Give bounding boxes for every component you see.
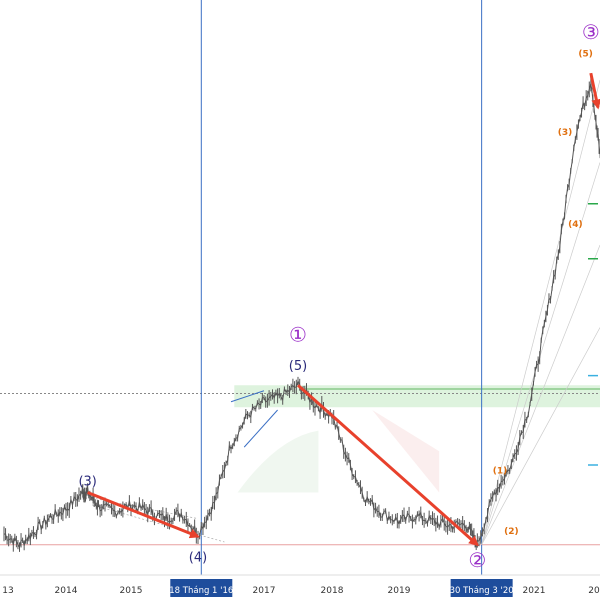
blue-trendline-upper	[230, 390, 265, 403]
cloud-area	[237, 430, 319, 493]
x-tick-label: 2019	[388, 586, 411, 596]
wave-label-11: (5)	[578, 50, 593, 60]
blue-trendline-lower	[243, 409, 278, 448]
price-series	[3, 83, 600, 549]
x-tick-label: 13	[2, 586, 13, 596]
x-tick-label: 2018	[321, 586, 344, 596]
x-tick-label: 2014	[55, 586, 78, 596]
cloud-area-red	[372, 410, 440, 493]
wave-label-9: (3)	[558, 128, 573, 138]
wave-label-5: ②	[468, 548, 486, 572]
wave-label-6: ③	[582, 20, 600, 44]
x-tick-label: 2021	[523, 586, 546, 596]
date-badge-label-2: 30 Tháng 3 '20	[450, 586, 514, 596]
wave-label-10: (4)	[568, 220, 583, 230]
fan-line-1	[481, 327, 600, 545]
wave-label-2: (4)	[189, 550, 207, 565]
trend-arrow-1	[87, 491, 200, 539]
fan-line-2	[481, 244, 600, 545]
date-badge-2	[450, 579, 513, 597]
x-tick-label: 2015	[120, 586, 143, 596]
trend-arrow-3	[589, 72, 600, 110]
supply-zone	[234, 385, 600, 408]
wave-label-8: (2)	[504, 527, 519, 537]
x-tick-label: 2017	[253, 586, 276, 596]
wave-label-1: (3)	[78, 475, 96, 490]
fan-line-4	[481, 79, 600, 545]
date-badge-label-1: 18 Tháng 1 '16	[169, 586, 233, 596]
wave-label-3: (5)	[289, 359, 307, 374]
date-badge-1	[170, 579, 233, 597]
x-tick-label: 20	[588, 586, 600, 596]
supply-zone-edge	[304, 388, 600, 390]
wave-label-4: ①	[289, 322, 307, 346]
wave-label-7: (1)	[493, 466, 508, 476]
channel-lower	[91, 504, 225, 543]
trend-arrow-2	[297, 384, 479, 547]
